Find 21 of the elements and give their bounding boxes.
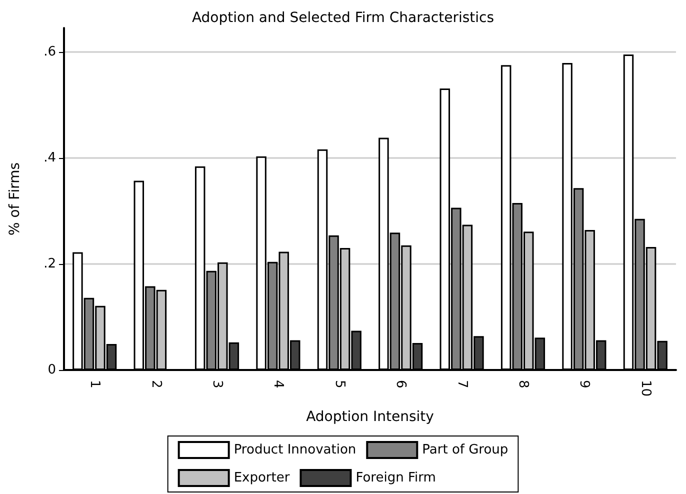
x-tick-label: 9: [576, 380, 592, 388]
x-tick-label: 6: [393, 380, 408, 388]
y-tick-label: .2: [44, 256, 56, 272]
x-tick-label: 10: [638, 380, 653, 397]
chart-title: Adoption and Selected Firm Characteristics: [192, 10, 494, 26]
legend-label: Foreign Firm: [356, 470, 436, 486]
x-tick-label: 4: [270, 380, 286, 388]
x-tick-label: 3: [210, 380, 224, 388]
legend-label: Part of Group: [422, 442, 508, 458]
x-tick-label: 2: [148, 380, 164, 388]
x-axis-title: Adoption Intensity: [306, 409, 434, 425]
legend-label: Exporter: [234, 470, 290, 486]
y-tick-label: .4: [44, 150, 56, 166]
x-tick-label: 1: [87, 380, 102, 388]
y-tick-label: 0: [48, 362, 56, 378]
legend-label: Product Innovation: [234, 442, 356, 458]
y-axis-title: % of Firms: [7, 162, 23, 236]
y-tick-label: .6: [44, 44, 56, 60]
x-tick-label: 8: [516, 380, 530, 388]
x-tick-label: 5: [332, 380, 347, 388]
x-tick-label: 7: [454, 380, 470, 388]
